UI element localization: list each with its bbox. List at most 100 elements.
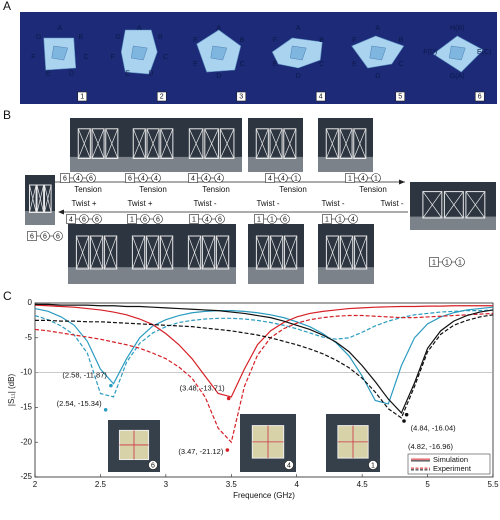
x-tick-label: 2 <box>33 480 38 489</box>
truss <box>105 128 119 159</box>
truss <box>146 128 160 160</box>
photo-floor <box>70 156 125 172</box>
seq-number: 6 <box>43 233 47 240</box>
series-line <box>34 306 494 405</box>
vertex-label: C <box>163 54 168 61</box>
truss <box>269 128 283 160</box>
series-line <box>34 304 493 398</box>
truss <box>422 191 443 219</box>
truss <box>188 235 202 270</box>
number-box <box>395 91 406 102</box>
truss <box>36 184 44 213</box>
truss <box>216 235 230 270</box>
truss <box>160 235 174 270</box>
truss <box>325 235 340 270</box>
seq-circle <box>214 173 224 183</box>
panel-label: C <box>3 289 12 303</box>
seq-number: 1 <box>445 259 449 266</box>
truss <box>465 191 486 219</box>
vertex-label: F <box>111 54 115 61</box>
photo-floor <box>318 156 373 172</box>
action-label: Twist - <box>193 199 216 208</box>
seq-number: 4 <box>217 175 221 182</box>
truss <box>283 128 297 160</box>
origami-face <box>51 45 69 61</box>
vertex-label: E <box>125 70 130 77</box>
seq-number: 1 <box>257 216 261 223</box>
truss <box>44 184 52 213</box>
seq-number: 1 <box>325 216 329 223</box>
photo-floor <box>318 267 374 284</box>
inset-number: 1 <box>371 462 375 469</box>
vertex-label: F <box>273 37 277 44</box>
series-line <box>34 309 494 398</box>
seq-circle <box>455 257 465 267</box>
seq-number: 6 <box>89 175 93 182</box>
vertex-label: C <box>84 54 89 61</box>
photo-floor <box>180 267 236 284</box>
vertex-label: G <box>115 34 120 41</box>
truss <box>353 128 367 159</box>
photo-floor <box>248 156 303 172</box>
annotation-label: (3.47, -21.12) <box>178 447 224 456</box>
annotation-label: (2.54, -15.34) <box>57 399 103 408</box>
y-tick-label: -25 <box>20 472 32 481</box>
origami-face <box>289 45 307 61</box>
truss <box>255 128 269 159</box>
y-tick-label: -20 <box>20 437 32 446</box>
seq-number: 6 <box>82 216 86 223</box>
truss <box>91 128 105 159</box>
truss <box>77 128 91 159</box>
truss <box>339 235 354 270</box>
vertex-label: E(C) <box>477 49 491 56</box>
seq-number: 6 <box>63 175 67 182</box>
number-box <box>156 91 167 102</box>
truss <box>339 128 353 159</box>
vertex-label: H(B) <box>450 25 464 32</box>
annotation-point <box>225 448 230 452</box>
photo-number: 4 <box>319 94 323 101</box>
seq-circle <box>92 214 102 224</box>
vertex-label: A <box>137 25 142 32</box>
truss <box>29 184 37 213</box>
y-tick-label: -15 <box>20 403 32 412</box>
arrow-head <box>58 209 64 215</box>
origami-face <box>130 45 148 61</box>
origami-face <box>369 45 387 61</box>
seq-number: 6 <box>143 216 147 223</box>
photo-number: 2 <box>160 94 164 101</box>
truss <box>255 235 270 270</box>
vertex-label: D <box>148 70 153 77</box>
x-tick-label: 5.5 <box>487 480 499 489</box>
seq-number: 6 <box>218 216 222 223</box>
truss <box>132 235 146 270</box>
truss <box>187 235 202 270</box>
photo-floor <box>25 211 55 225</box>
photo-strip <box>20 12 497 104</box>
truss <box>89 235 104 270</box>
truss <box>443 191 464 219</box>
seq-number: 1 <box>432 259 436 266</box>
panel-label: B <box>3 108 11 122</box>
truss <box>132 128 146 160</box>
vertex-label: F <box>193 37 197 44</box>
seq-number: 6 <box>156 216 160 223</box>
vertex-label: B <box>158 34 163 41</box>
seq-number: 1 <box>192 216 196 223</box>
photo-floor <box>68 267 124 284</box>
photo-number: 1 <box>80 94 84 101</box>
seq-number: 4 <box>204 175 208 182</box>
truss <box>159 235 174 270</box>
truss <box>146 235 160 270</box>
truss <box>353 128 367 160</box>
annotation-point <box>226 396 231 401</box>
seq-number: 4 <box>154 175 158 182</box>
seq-number: 6 <box>30 233 34 240</box>
vertex-label: E <box>46 70 51 77</box>
action-label: Tension <box>139 185 167 194</box>
vertex-label: B <box>399 37 404 44</box>
truss <box>201 235 216 270</box>
number-box <box>236 91 247 102</box>
truss <box>103 235 118 270</box>
